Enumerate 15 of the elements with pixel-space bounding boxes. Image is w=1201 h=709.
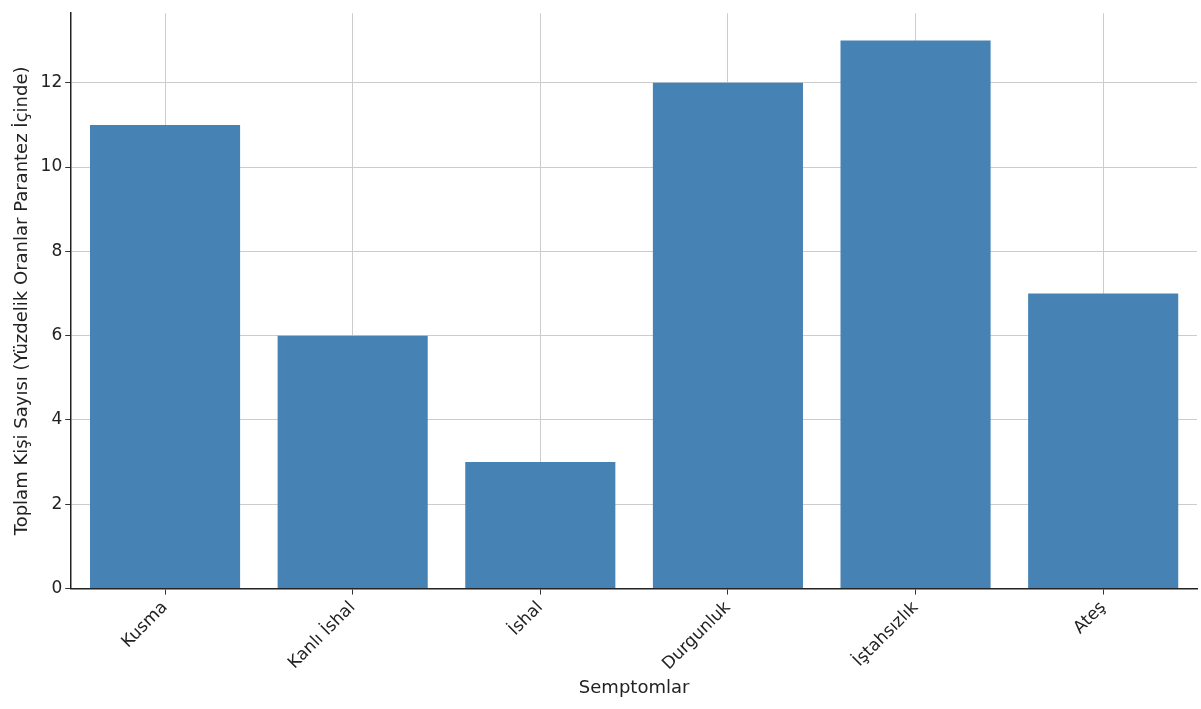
bar	[840, 40, 991, 589]
x-axis-title: Semptomlar	[578, 675, 690, 697]
bar	[465, 462, 616, 589]
y-tick-label: 0	[51, 577, 63, 597]
y-tick-label: 2	[51, 492, 63, 513]
y-tick-label: 4	[51, 408, 63, 429]
bar	[90, 124, 241, 589]
y-tick-label: 6	[51, 324, 63, 345]
bar	[1028, 293, 1179, 589]
bar	[277, 335, 428, 589]
y-tick-label: 12	[40, 71, 63, 92]
y-axis-title: Toplam Kişi Sayısı (Yüzdelik Oranlar Parantez İçinde)	[10, 66, 32, 537]
y-tick-label: 8	[51, 239, 63, 260]
y-tick-label: 10	[40, 155, 63, 176]
bar	[652, 82, 803, 589]
